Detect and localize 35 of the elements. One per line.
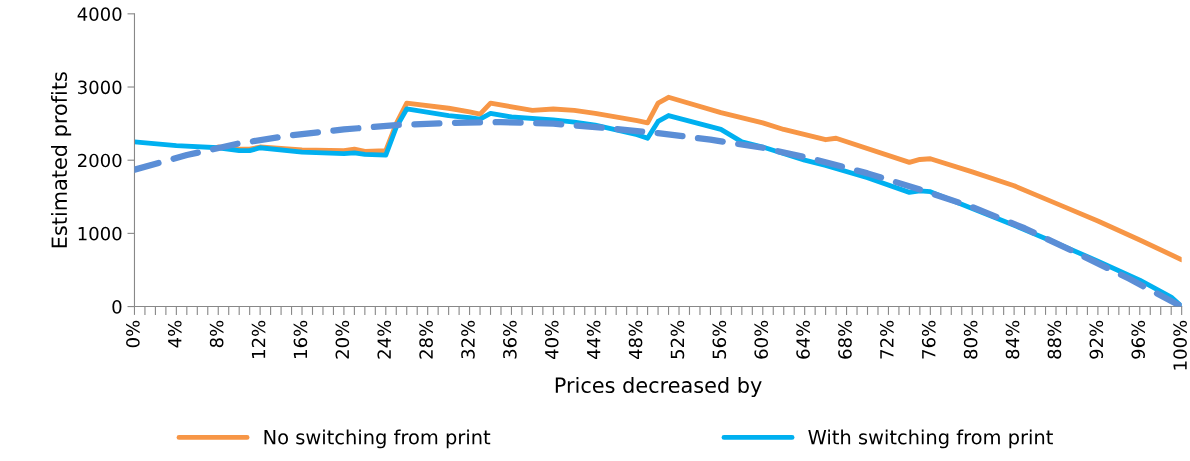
x-tick-label: 48% <box>628 320 643 360</box>
x-tick-label: 64% <box>796 320 810 359</box>
x-tick-label: 20% <box>335 320 350 359</box>
x-tick-label: 88% <box>1047 320 1062 359</box>
x-tick-label: 68% <box>838 320 852 359</box>
x-tick-label: 84% <box>1005 320 1020 359</box>
x-tick-label: 36% <box>503 320 517 359</box>
x-tick-label: 92% <box>1089 320 1104 359</box>
x-tick-label: 80% <box>963 320 978 359</box>
x-tick-label: 16% <box>293 320 308 358</box>
legend-label: No switching from print <box>264 429 491 449</box>
x-tick-label: 52% <box>670 320 685 359</box>
x-tick-label: 28% <box>419 320 433 359</box>
x-tick-label: 4% <box>167 320 182 348</box>
x-tick-label: 40% <box>544 320 559 360</box>
x-tick-label: 32% <box>461 320 475 359</box>
x-tick-label: 24% <box>377 320 392 359</box>
x-axis-title: Prices decreased by <box>555 376 762 398</box>
y-tick-label: 4000 <box>77 7 122 21</box>
x-tick-label: 56% <box>712 320 727 359</box>
x-tick-label: 100% <box>1173 320 1187 370</box>
x-tick-label: 72% <box>880 320 894 359</box>
y-axis-title: Estimated profits <box>50 72 72 248</box>
x-tick-label: 12% <box>251 320 266 358</box>
x-tick-label: 0% <box>126 320 140 348</box>
y-tick-label: 0 <box>112 300 122 314</box>
x-tick-label: 76% <box>921 320 936 359</box>
x-tick-label: 44% <box>586 320 601 360</box>
y-tick-label: 1000 <box>78 226 122 241</box>
x-tick-label: 60% <box>754 320 769 359</box>
x-tick-label: 8% <box>209 320 224 348</box>
y-tick-label: 3000 <box>78 80 122 95</box>
legend-label: With switching from print <box>808 429 1053 449</box>
y-tick-label: 2000 <box>78 153 122 168</box>
x-tick-label: 96% <box>1131 320 1146 359</box>
